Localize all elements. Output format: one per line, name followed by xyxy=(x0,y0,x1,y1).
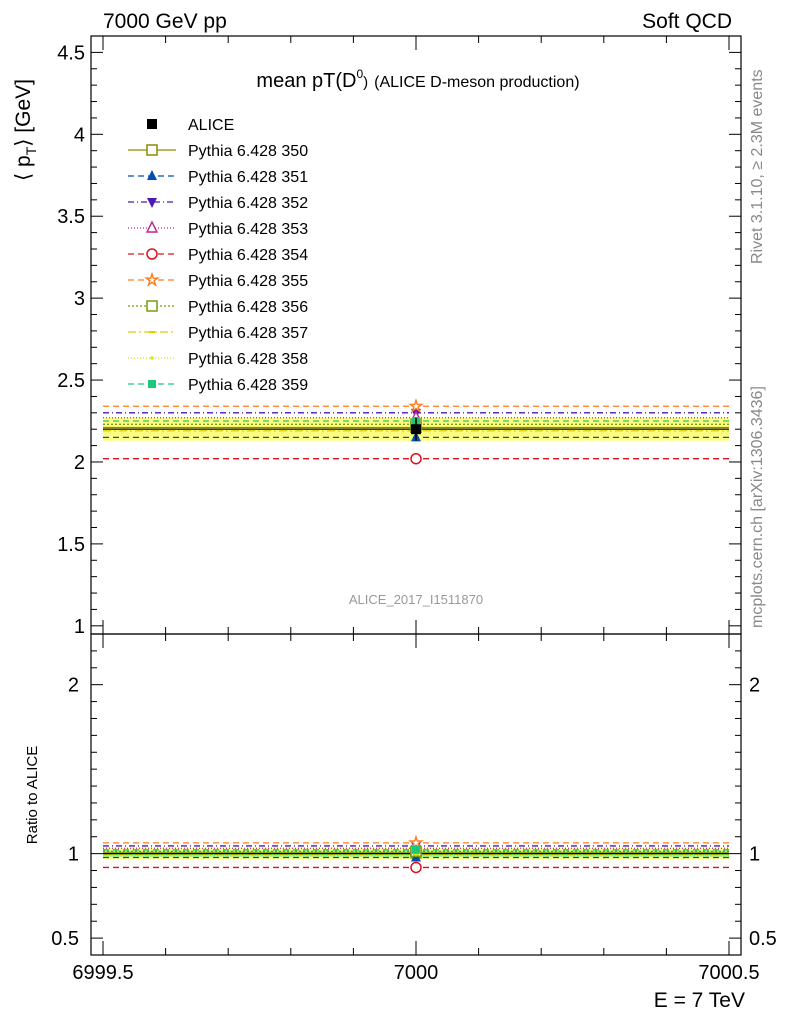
ratio-frame xyxy=(90,633,742,956)
analysis-watermark: ALICE_2017_I1511870 xyxy=(349,592,483,607)
plot-frames: 1 1.5 2 2.5 3 3.5 4 4.5 0.5 0.5 1 1 2 2 6999.5 7000 7000… xyxy=(51,35,777,984)
ratio-ytick-label-right: 0.5 xyxy=(749,928,777,950)
marker-dot xyxy=(150,356,154,360)
legend-label-7: Pythia 6.428 357 xyxy=(188,325,308,342)
ratio-ylabel: Ratio to ALICE xyxy=(24,746,41,844)
ratio-ytick-label-right: 2 xyxy=(749,675,760,697)
rivet-label: Rivet 3.1.10, ≥ 2.3M events xyxy=(749,69,766,264)
legend-label-8: Pythia 6.428 358 xyxy=(188,351,308,368)
ratio-ytick-label: 1 xyxy=(68,844,79,866)
ytick-label: 2 xyxy=(74,452,85,474)
legend: ALICE Pythia 6.428 350 Pythia 6.428 351 Pyt… xyxy=(128,117,308,394)
ytick-label: 1 xyxy=(74,616,85,638)
xlabel: E = 7 TeV xyxy=(654,989,745,1012)
marker-square xyxy=(412,845,420,854)
ratio-ytick-label: 2 xyxy=(68,675,79,697)
marker-star xyxy=(408,397,424,414)
ytick-label: 2.5 xyxy=(57,370,85,392)
legend-label-data: ALICE xyxy=(188,117,234,134)
ytick-label: 3.5 xyxy=(57,206,85,228)
chart-title: mean pT(D0) (ALICE D-meson production) xyxy=(256,67,579,92)
header-left: 7000 GeV pp xyxy=(103,10,227,33)
ytick-label: 4 xyxy=(74,124,85,146)
ratio-plot-area xyxy=(103,834,729,874)
legend-label-4: Pythia 6.428 354 xyxy=(188,247,308,264)
legend-label-5: Pythia 6.428 355 xyxy=(188,273,308,290)
marker-circle-open xyxy=(146,248,158,260)
ytick-label: 1.5 xyxy=(57,534,85,556)
ratio-ytick-label: 0.5 xyxy=(51,928,79,950)
marker-square-open xyxy=(146,300,158,312)
ratio-ytick-label-right: 1 xyxy=(749,844,760,866)
legend-label-3: Pythia 6.428 353 xyxy=(188,221,308,238)
marker-star xyxy=(144,271,160,287)
marker-triangle-open xyxy=(145,220,159,233)
xtick-label: 6999.5 xyxy=(72,962,133,984)
xtick-label: 7000 xyxy=(394,962,439,984)
legend-label-9: Pythia 6.428 359 xyxy=(188,377,308,394)
marker-triangle-down xyxy=(147,198,157,208)
svg-text:⟨ pT⟩ [GeV]: ⟨ pT⟩ [GeV] xyxy=(12,79,39,181)
xtick-label: 7000.5 xyxy=(698,962,759,984)
header-right: Soft QCD xyxy=(642,10,732,33)
marker-data-square xyxy=(411,424,421,435)
legend-label-2: Pythia 6.428 352 xyxy=(188,195,308,212)
legend-label-0: Pythia 6.428 350 xyxy=(188,143,308,160)
mcplots-label: mcplots.cern.ch [arXiv:1306.3436] xyxy=(749,386,766,628)
marker-square xyxy=(148,380,156,388)
main-ylabel: ⟨ pT⟩ [GeV] xyxy=(12,79,39,181)
marker-data-square xyxy=(147,119,157,129)
main-plot-area xyxy=(103,397,729,465)
marker-star xyxy=(408,834,424,850)
legend-label-6: Pythia 6.428 356 xyxy=(188,299,308,316)
marker-square-open xyxy=(146,144,158,156)
marker-triangle-up xyxy=(147,170,157,180)
svg-text:mean pT(D0)(ALICE D-meson prod: mean pT(D0) (ALICE D-meson production) xyxy=(256,67,579,92)
marker-circle-open xyxy=(410,452,422,465)
marker-circle-open xyxy=(410,861,422,874)
ytick-label: 3 xyxy=(74,288,85,310)
ytick-label: 4.5 xyxy=(57,42,85,64)
legend-label-1: Pythia 6.428 351 xyxy=(188,169,308,186)
